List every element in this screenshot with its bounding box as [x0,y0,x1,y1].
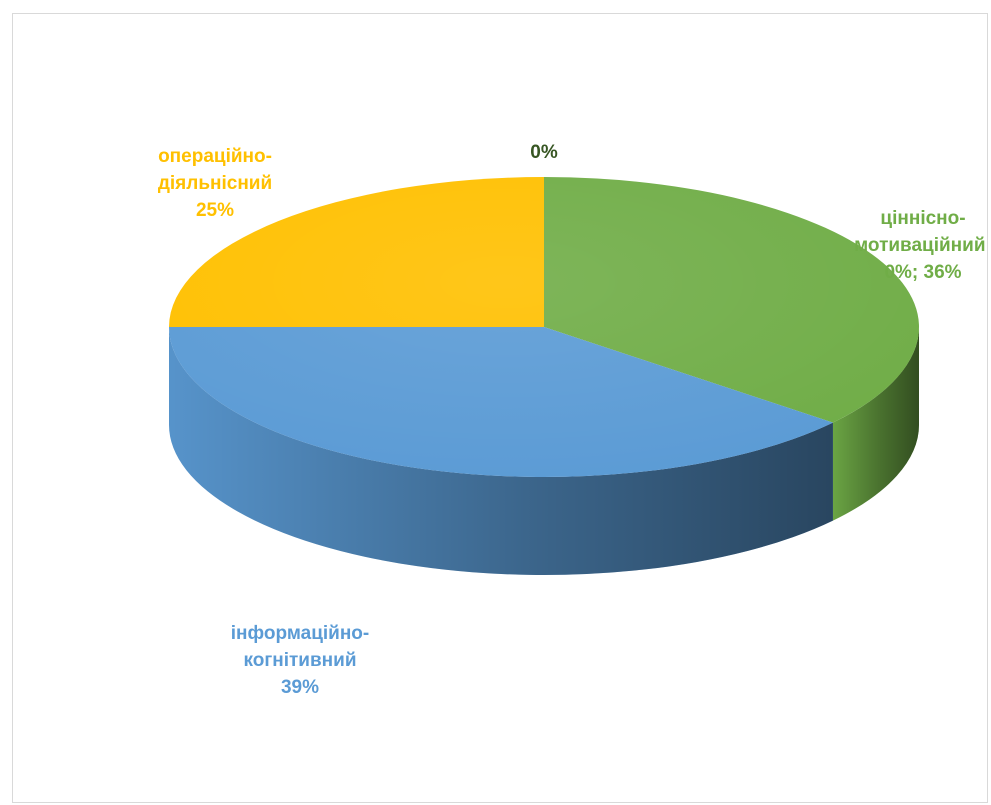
pie-side-shade [169,327,833,575]
data-label-line: мотиваційний; [854,235,988,256]
pie-chart: ціннісно-мотиваційний; 0%; 36% інформаційн… [158,142,988,698]
data-label-zero: 0% [530,142,558,163]
data-label-line: операційно- [158,146,272,167]
pie-top-shine [169,177,919,477]
data-label-операційно-діяльнісний: операційно-діяльнісний 25% [158,146,272,221]
data-label-line: 0%; 36% [884,262,961,283]
chart-frame: ціннісно-мотиваційний; 0%; 36% інформаційн… [12,13,988,803]
data-label-line: 0% [530,142,558,163]
data-label-line: 25% [196,200,234,221]
data-label-line: 39% [281,677,319,698]
data-label-line: ціннісно- [880,208,965,229]
pie-side-shade [832,327,919,521]
pie-labels: ціннісно-мотиваційний; 0%; 36% інформаційн… [158,142,988,698]
data-label-line: діяльнісний [158,173,272,194]
data-label-line: когнітивний [243,650,356,671]
pie-tops [169,177,919,478]
data-label-інформаційно-когнітивний: інформаційно-когнітивний 39% [231,623,370,698]
data-label-line: інформаційно- [231,623,370,644]
pie-sides [169,327,919,575]
data-label-ціннісно-мотиваційний: ціннісно-мотиваційний; 0%; 36% [854,208,988,283]
